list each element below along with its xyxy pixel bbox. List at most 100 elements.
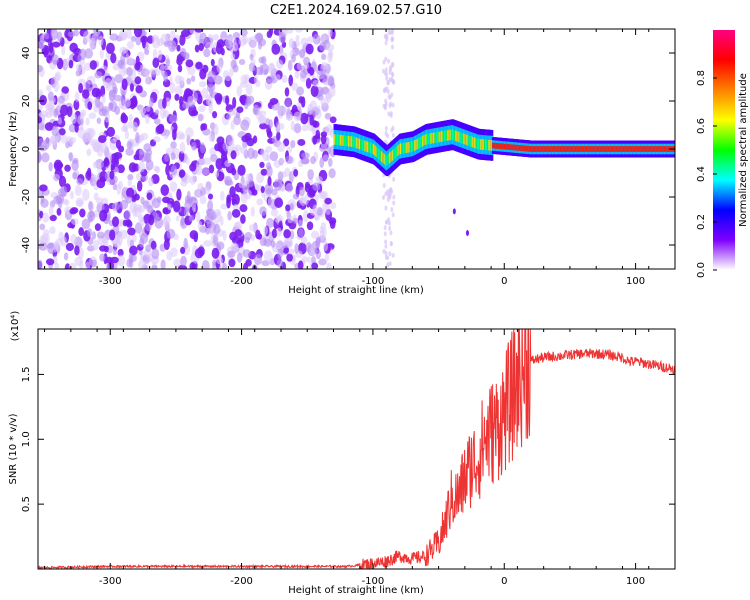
heatmap-cell — [78, 82, 84, 94]
y-tick-label: 20 — [21, 95, 32, 108]
heatmap-cell — [61, 45, 66, 56]
heatmap-cell — [132, 121, 138, 133]
snr-frame — [37, 328, 676, 570]
heatmap-cell — [203, 240, 213, 247]
heatmap-cell — [262, 149, 269, 162]
heatmap-cell — [170, 152, 176, 161]
heatmap-cell — [127, 227, 136, 236]
heatmap-cell — [93, 29, 99, 35]
heatmap-cell — [292, 193, 300, 200]
heatmap-cell — [391, 62, 395, 68]
heatmap-cell — [55, 194, 65, 205]
heatmap-cell — [271, 43, 281, 55]
heatmap-cell — [58, 128, 66, 136]
heatmap-cell — [52, 41, 61, 48]
heatmap-cell — [57, 101, 62, 111]
heatmap-cell — [82, 30, 92, 43]
heatmap-cell — [288, 37, 295, 49]
heatmap-cell — [270, 77, 278, 84]
heatmap-cell — [289, 230, 295, 240]
heatmap-cell — [213, 123, 219, 136]
heatmap-cell — [162, 130, 169, 140]
heatmap-cell — [261, 56, 267, 65]
heatmap-cell — [274, 216, 282, 223]
heatmap-cell — [138, 106, 147, 115]
heatmap-cell — [126, 141, 133, 149]
colorbar-tick-label: 0.8 — [696, 70, 707, 86]
heatmap-cell — [312, 135, 318, 145]
heatmap-cell — [227, 250, 236, 258]
heatmap-cell — [389, 187, 393, 193]
heatmap-cell — [135, 85, 143, 94]
heatmap-cell — [53, 108, 58, 118]
heatmap-cell — [145, 148, 153, 157]
heatmap-cell — [117, 254, 126, 267]
heatmap-cell — [202, 157, 212, 165]
heatmap-cell — [96, 197, 104, 205]
heatmap-cell — [81, 89, 90, 99]
heatmap-cell — [156, 196, 162, 203]
heatmap-cell — [294, 29, 303, 33]
heatmap-cell — [117, 59, 126, 69]
heatmap-cell — [139, 217, 145, 227]
heatmap-cell — [86, 228, 93, 237]
y-tick-label: -40 — [21, 237, 32, 253]
heatmap-cell — [71, 218, 79, 226]
heatmap-cell — [92, 161, 99, 169]
heatmap-cell — [153, 118, 161, 125]
heatmap-cell — [216, 62, 223, 73]
heatmap-cell — [250, 234, 256, 241]
heatmap-cell — [63, 252, 69, 261]
heatmap-cell — [225, 113, 231, 120]
heatmap-cell — [306, 107, 313, 115]
heatmap-cell — [86, 148, 92, 157]
heatmap-cell — [325, 124, 334, 136]
heatmap-cell — [388, 77, 392, 83]
heatmap-cell — [392, 79, 396, 85]
heatmap-cell — [321, 53, 327, 61]
heatmap-cell — [163, 64, 173, 71]
heatmap-cell — [324, 253, 330, 262]
heatmap-cell — [388, 261, 392, 267]
heatmap-cell — [187, 66, 196, 76]
heatmap-cell — [38, 64, 43, 73]
heatmap-cell — [176, 44, 181, 52]
heatmap-cell — [290, 120, 296, 131]
heatmap-cell — [100, 140, 108, 153]
heatmap-cell — [43, 32, 50, 40]
heatmap-cell — [52, 173, 60, 181]
heatmap-cell — [77, 53, 82, 62]
x-tick-label: -300 — [99, 576, 122, 587]
heatmap-cell — [305, 43, 314, 55]
heatmap-cell — [382, 88, 386, 94]
heatmap-cell — [198, 105, 206, 113]
heatmap-cell — [128, 252, 134, 264]
heatmap-cell — [276, 258, 284, 268]
heatmap-cell — [137, 259, 146, 269]
heatmap-cell — [325, 43, 335, 52]
heatmap-cell — [74, 91, 80, 103]
heatmap-cell — [60, 236, 67, 247]
heatmap-cell — [215, 158, 224, 170]
heatmap-cell — [306, 256, 311, 263]
heatmap-cell — [299, 48, 306, 59]
heatmap-cell — [300, 158, 310, 165]
heatmap-cell — [186, 190, 191, 203]
heatmap-cell — [46, 84, 52, 92]
heatmap-cell — [326, 262, 332, 269]
heatmap-cell — [290, 140, 296, 149]
heatmap-cell — [68, 59, 74, 69]
heatmap-cell — [54, 73, 60, 84]
heatmap-cell — [384, 243, 388, 249]
heatmap-cell — [248, 65, 256, 72]
heatmap-cell — [254, 74, 259, 85]
heatmap-cell — [38, 138, 45, 149]
heatmap-cell — [194, 44, 200, 53]
heatmap-cell — [65, 242, 74, 252]
heatmap-cell — [328, 29, 333, 38]
heatmap-cell — [191, 141, 197, 151]
heatmap-cell — [316, 105, 321, 114]
heatmap-cell — [315, 249, 322, 260]
heatmap-cell — [109, 170, 115, 180]
